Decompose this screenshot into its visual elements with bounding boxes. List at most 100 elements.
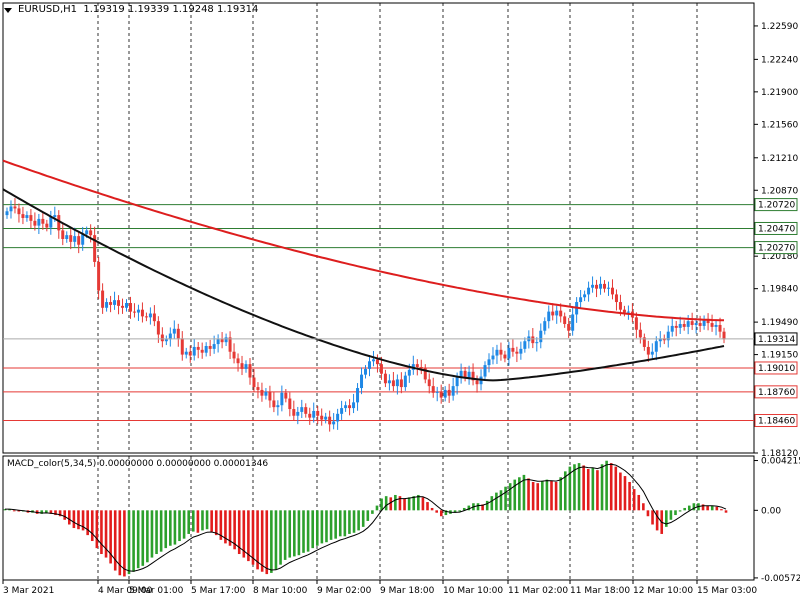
macd-bar: [306, 510, 310, 552]
candle-body: [172, 328, 176, 334]
chart-title: EURUSD,H1 1.19319 1.19339 1.19248 1.1931…: [18, 4, 258, 15]
candle-body: [180, 338, 184, 355]
candle-body: [423, 367, 427, 380]
ohlc-values: 1.19319 1.19339 1.19248 1.19314: [83, 4, 259, 15]
candle-body: [415, 364, 419, 368]
candle-body: [9, 206, 13, 212]
candle-body: [531, 336, 535, 344]
candle-body: [280, 392, 284, 406]
candle-body: [256, 387, 260, 390]
macd-bar: [453, 510, 457, 513]
macd-bar: [683, 507, 686, 511]
candle-body: [41, 218, 45, 224]
macd-bar: [724, 510, 728, 513]
macd-bar: [329, 510, 333, 540]
candle-body: [160, 334, 164, 342]
candle-body: [288, 398, 292, 410]
candle-body: [212, 344, 216, 349]
candle-body: [304, 407, 308, 414]
macd-bar: [559, 477, 562, 511]
candle-body: [567, 324, 571, 331]
macd-bar: [283, 510, 287, 560]
candle-body: [391, 380, 395, 387]
macd-bar: [260, 510, 264, 572]
candle-body: [57, 215, 61, 231]
macd-bar: [545, 479, 549, 511]
candle-body: [13, 206, 17, 209]
candle-body: [435, 391, 439, 393]
macd-bar: [421, 497, 425, 511]
candle-body: [132, 311, 136, 313]
macd-bar: [251, 510, 255, 565]
candle-body: [85, 230, 89, 235]
macd-bar: [109, 510, 112, 564]
candle-body: [515, 351, 519, 354]
symbol-label: EURUSD,H1: [18, 4, 78, 15]
macd-bar: [504, 486, 507, 511]
candle-body: [491, 355, 495, 360]
macd-bar: [407, 497, 411, 511]
macd-bar: [632, 489, 636, 511]
macd-bar: [72, 510, 76, 529]
candle-body: [674, 325, 678, 328]
macd-bar: [219, 510, 223, 540]
candle-body: [475, 380, 479, 385]
macd-bar: [228, 510, 232, 546]
candle-body: [694, 323, 698, 325]
candle-body: [419, 367, 423, 369]
macd-bar: [550, 480, 553, 511]
candle-body: [563, 316, 567, 325]
candle-body: [164, 339, 168, 342]
ma-slow-line: [2, 159, 724, 322]
macd-bar: [403, 498, 406, 511]
candle-body: [168, 333, 172, 340]
candle-body: [367, 361, 371, 369]
ma-fast-line: [2, 188, 725, 382]
macd-bar: [495, 492, 498, 511]
candle-body: [403, 375, 407, 388]
macd-bar: [628, 481, 631, 511]
candle-body: [387, 380, 391, 384]
macd-bar: [293, 510, 296, 557]
macd-bar: [541, 480, 544, 511]
macd-bar: [720, 509, 723, 511]
macd-bar: [481, 504, 484, 511]
candle-body: [618, 302, 622, 310]
macd-bar: [95, 510, 99, 549]
candle-body: [89, 230, 93, 236]
candle-body: [196, 346, 200, 350]
candle-body: [268, 391, 272, 401]
macd-bar: [132, 510, 135, 572]
candle-body: [260, 389, 264, 396]
symbol-menu-icon[interactable]: [4, 8, 12, 13]
macd-bar: [100, 510, 103, 555]
macd-bar: [596, 470, 599, 511]
macd-y-tick-label: 0.0042157: [761, 457, 800, 467]
y-tick-label: 1.19150: [761, 351, 798, 361]
x-tick-label: 11 Mar 02:00: [508, 586, 568, 596]
macd-bar: [394, 494, 397, 511]
candle-body: [320, 415, 324, 420]
macd-bar: [527, 478, 530, 511]
candle-body: [148, 313, 152, 318]
macd-bar: [81, 510, 85, 531]
candle-body: [292, 409, 296, 416]
macd-bar: [352, 510, 356, 533]
macd-bar: [426, 502, 429, 511]
candle-body: [340, 408, 344, 414]
candle-body: [53, 215, 57, 218]
macd-bar: [8, 509, 11, 511]
macd-bar: [247, 510, 250, 562]
macd-bar: [655, 510, 659, 531]
candle-body: [228, 337, 232, 352]
macd-bar: [710, 505, 714, 511]
candle-body: [188, 351, 192, 356]
candle-body: [499, 349, 503, 355]
candle-body: [427, 379, 431, 387]
candle-body: [272, 400, 276, 408]
y-tick-label: 1.20870: [761, 186, 798, 196]
candle-body: [73, 236, 77, 242]
x-tick-label: 8 Mar 10:00: [253, 586, 308, 596]
